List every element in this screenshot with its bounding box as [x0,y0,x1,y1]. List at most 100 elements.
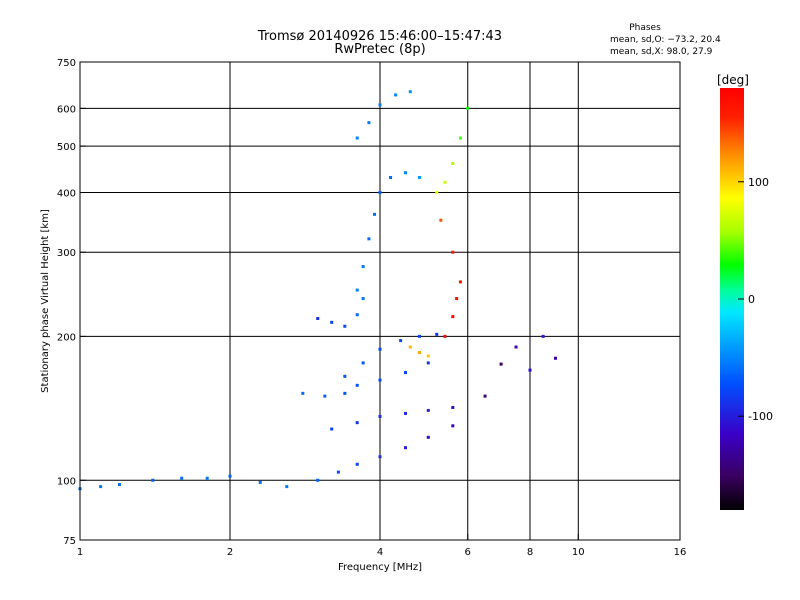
data-point [343,374,347,378]
data-point [361,265,365,269]
data-point [403,446,407,450]
data-point [451,161,455,165]
data-point [451,315,455,319]
data-points [78,90,557,491]
data-point [258,480,262,484]
y-tick-label: 750 [57,58,76,69]
data-point [426,354,430,358]
data-point [399,339,403,343]
colorbar-tick-label: 0 [748,293,755,306]
data-point [336,470,340,474]
data-point [451,424,455,428]
data-point [435,190,439,194]
data-point [285,485,289,489]
data-point [316,478,320,482]
data-point [403,371,407,375]
colorbar-tick-label: 100 [748,176,769,189]
y-tick-label: 200 [57,332,76,343]
data-point [443,180,447,184]
data-point [355,136,359,140]
y-tick-label: 300 [57,248,76,259]
y-axis-label: Stationary phase Virtual Height [km] [40,209,51,393]
stats-heading: Phases [629,23,661,33]
data-point [458,280,462,284]
x-axis-label: Frequency [MHz] [338,562,422,573]
data-point [330,320,334,324]
data-point [394,93,398,97]
data-point [355,462,359,466]
data-point [378,347,382,351]
colorbar-label: [deg] [717,73,749,87]
y-axis-ticks: 75 100 200 300 400 500 600 750 [57,58,86,547]
colorbar-ticks: 100 0 -100 [738,176,773,423]
data-point [403,411,407,415]
stats-line-x: mean, sd,X: 98.0, 27.9 [610,47,713,57]
data-point [455,297,459,301]
x-tick-label: 10 [572,547,585,558]
y-tick-label: 500 [57,142,76,153]
data-point [301,391,305,395]
data-point [403,171,407,175]
data-point [323,394,327,398]
data-point [417,334,421,338]
data-point [417,175,421,179]
x-tick-label: 8 [527,547,533,558]
data-point [151,478,155,482]
data-point [408,90,412,94]
data-point [330,427,334,431]
data-point [378,455,382,459]
data-point [378,103,382,107]
grid-lines [80,62,680,540]
data-point [343,391,347,395]
data-point [361,361,365,365]
data-point [443,334,447,338]
data-point [367,237,371,241]
data-point [553,356,557,360]
chart-title: Tromsø 20140926 15:46:00–15:47:43 [257,29,502,44]
data-point [483,394,487,398]
data-point [355,313,359,317]
data-point [499,362,503,366]
data-point [466,106,470,110]
data-point [417,351,421,355]
x-tick-label: 6 [465,547,471,558]
data-point [426,435,430,439]
data-point [316,316,320,320]
x-tick-label: 1 [77,547,83,558]
data-point [378,378,382,382]
data-point [514,345,518,349]
x-tick-label: 4 [377,547,383,558]
data-point [378,190,382,194]
chart-subtitle: RwPretec (8p) [334,42,425,57]
data-point [451,405,455,409]
data-point [426,408,430,412]
data-point [458,136,462,140]
data-point [180,476,184,480]
y-tick-label: 100 [57,476,76,487]
data-point [439,218,443,222]
data-point [389,175,393,179]
y-tick-label: 600 [57,104,76,115]
data-point [378,414,382,418]
data-point [99,485,103,489]
x-tick-label: 16 [674,547,687,558]
data-point [373,212,377,216]
data-point [451,250,455,254]
data-point [528,368,532,372]
data-point [426,361,430,365]
data-point [228,474,232,478]
data-point [343,324,347,328]
data-point [355,383,359,387]
data-point [408,345,412,349]
data-point [117,482,121,486]
data-point [541,334,545,338]
data-point [355,421,359,425]
x-axis-ticks: 1 2 4 6 8 10 16 [77,534,687,558]
data-point [355,288,359,292]
y-tick-label: 400 [57,188,76,199]
data-point [205,476,209,480]
data-point [361,297,365,301]
data-point [435,332,439,336]
data-point [367,121,371,125]
